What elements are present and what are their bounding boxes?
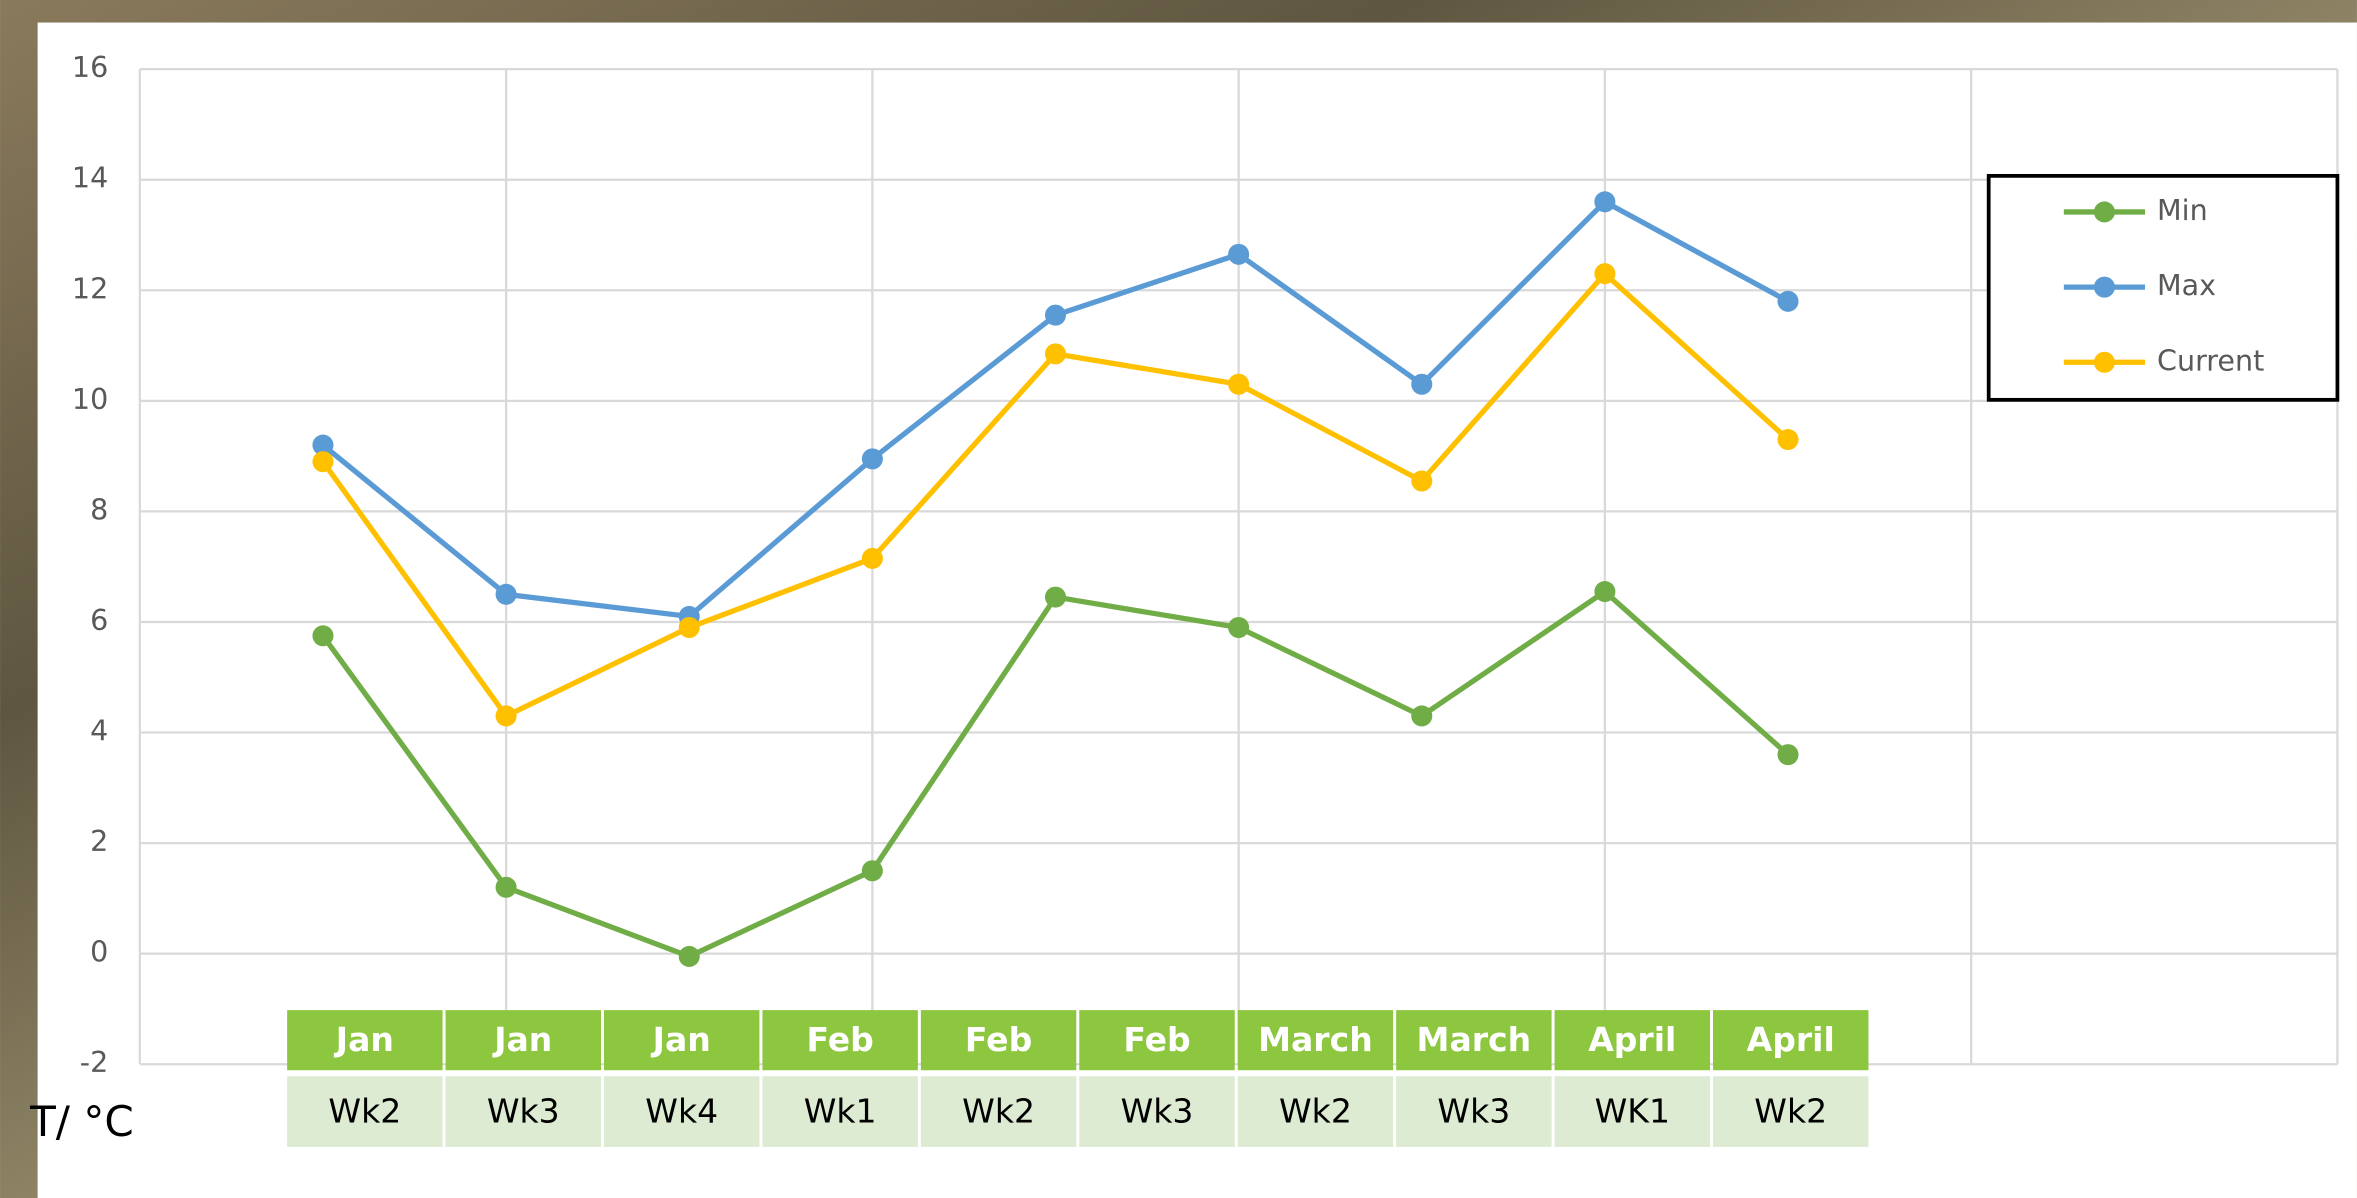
legend-box xyxy=(1986,173,2340,402)
table-cell xyxy=(1079,1076,1235,1147)
y-tick-label: 4 xyxy=(90,714,108,748)
data-point xyxy=(312,451,334,473)
y-tick-label: 16 xyxy=(72,50,108,84)
table-cell xyxy=(287,1010,443,1071)
table-cell-text: Wk3 xyxy=(487,1092,560,1131)
data-point xyxy=(1411,373,1433,395)
data-point xyxy=(312,434,334,456)
data-point xyxy=(1594,191,1616,213)
table-cell-text: Wk2 xyxy=(962,1092,1035,1131)
table-cell xyxy=(287,1076,443,1147)
table-cell xyxy=(1713,1076,1869,1147)
data-point xyxy=(495,705,517,727)
data-point xyxy=(1594,263,1616,285)
table-cell xyxy=(1079,1010,1235,1071)
legend-marker xyxy=(2093,351,2115,373)
data-point xyxy=(312,625,334,647)
table-cell-text: March xyxy=(1258,1020,1373,1059)
data-point xyxy=(861,448,883,470)
data-point xyxy=(1777,744,1799,766)
y-axis-label: T/ °C xyxy=(29,1097,134,1146)
table-cell-text: Jan xyxy=(492,1020,552,1059)
y-tick-label: 0 xyxy=(90,935,108,969)
table-cell xyxy=(762,1076,918,1147)
legend-label: Current xyxy=(2157,343,2264,377)
data-point xyxy=(1228,616,1250,639)
legend-label: Min xyxy=(2157,193,2208,227)
table-cell-text: March xyxy=(1417,1020,1532,1059)
y-tick-label: 6 xyxy=(90,603,108,637)
table-cell xyxy=(604,1076,760,1147)
y-tick-label: 10 xyxy=(72,382,108,416)
data-point xyxy=(1777,290,1799,312)
table-cell-text: Feb xyxy=(1123,1020,1190,1059)
table-cell-text: Feb xyxy=(806,1020,873,1059)
data-point xyxy=(1044,343,1067,365)
table-cell-text: Wk3 xyxy=(1121,1092,1194,1131)
table-cell xyxy=(920,1010,1077,1071)
table-cell-text: WK1 xyxy=(1595,1092,1670,1131)
data-point xyxy=(1044,304,1067,326)
table-cell-text: Jan xyxy=(334,1020,394,1059)
data-point xyxy=(1228,373,1250,395)
data-point xyxy=(678,616,700,639)
table-cell xyxy=(1396,1010,1552,1071)
table-cell-text: Jan xyxy=(651,1020,711,1059)
table-cell-text: Wk4 xyxy=(645,1092,718,1131)
table-cell-text: Wk3 xyxy=(1437,1092,1510,1131)
data-point xyxy=(861,547,883,569)
table-cell xyxy=(1396,1076,1552,1147)
data-point xyxy=(678,945,700,967)
table-cell xyxy=(920,1076,1077,1147)
data-point xyxy=(1044,586,1067,608)
y-tick-label: -2 xyxy=(80,1045,108,1079)
legend-marker xyxy=(2093,201,2115,223)
table-cell xyxy=(445,1010,601,1071)
table-cell xyxy=(762,1010,918,1071)
table-cell-text: April xyxy=(1747,1020,1835,1059)
table-cell xyxy=(1237,1076,1394,1147)
data-point xyxy=(495,583,517,605)
table-cell-text: Wk1 xyxy=(804,1092,877,1131)
table-cell xyxy=(604,1010,760,1071)
data-point xyxy=(1594,581,1616,603)
data-point xyxy=(1411,470,1433,492)
table-cell-text: Wk2 xyxy=(328,1092,401,1131)
legend-label: Max xyxy=(2157,268,2216,302)
y-tick-label: 2 xyxy=(90,824,108,858)
table-cell xyxy=(1713,1010,1869,1071)
y-tick-label: 14 xyxy=(72,161,108,195)
table-cell xyxy=(1554,1010,1711,1071)
data-point xyxy=(1777,429,1799,451)
y-tick-label: 8 xyxy=(90,492,108,526)
table-cell xyxy=(1554,1076,1711,1147)
data-point xyxy=(1228,243,1250,265)
table-cell-text: Wk2 xyxy=(1754,1092,1827,1131)
table-cell-text: Feb xyxy=(965,1020,1032,1059)
table-cell xyxy=(1237,1010,1394,1071)
y-tick-label: 12 xyxy=(72,271,108,305)
legend-marker xyxy=(2093,276,2115,298)
table-cell xyxy=(445,1076,601,1147)
data-point xyxy=(861,860,883,882)
data-point xyxy=(495,876,517,898)
table-cell-text: Wk2 xyxy=(1279,1092,1352,1131)
data-point xyxy=(1411,705,1433,727)
table-cell-text: April xyxy=(1588,1020,1676,1059)
